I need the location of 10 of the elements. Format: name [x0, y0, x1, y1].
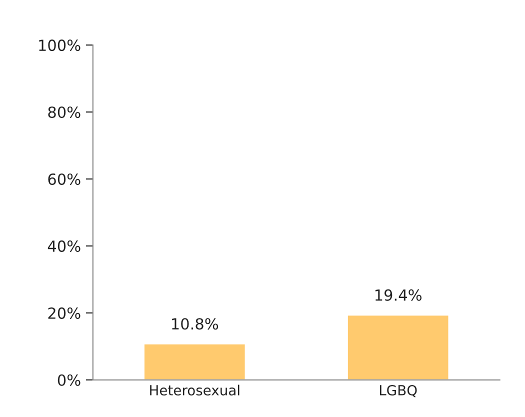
y-tick-label: 20%	[48, 307, 80, 319]
y-tick-label: 100%	[39, 40, 80, 52]
y-tick-label: 40%	[48, 240, 80, 252]
x-tick-label: Heterosexual	[150, 384, 240, 396]
data-label: 10.8%	[172, 318, 218, 330]
y-tick-label: 0%	[58, 374, 80, 386]
data-label: 19.4%	[375, 289, 422, 301]
x-tick-label: LGBQ	[380, 384, 417, 398]
y-tick-label: 80%	[48, 106, 80, 118]
y-tick-label: 60%	[48, 173, 80, 185]
